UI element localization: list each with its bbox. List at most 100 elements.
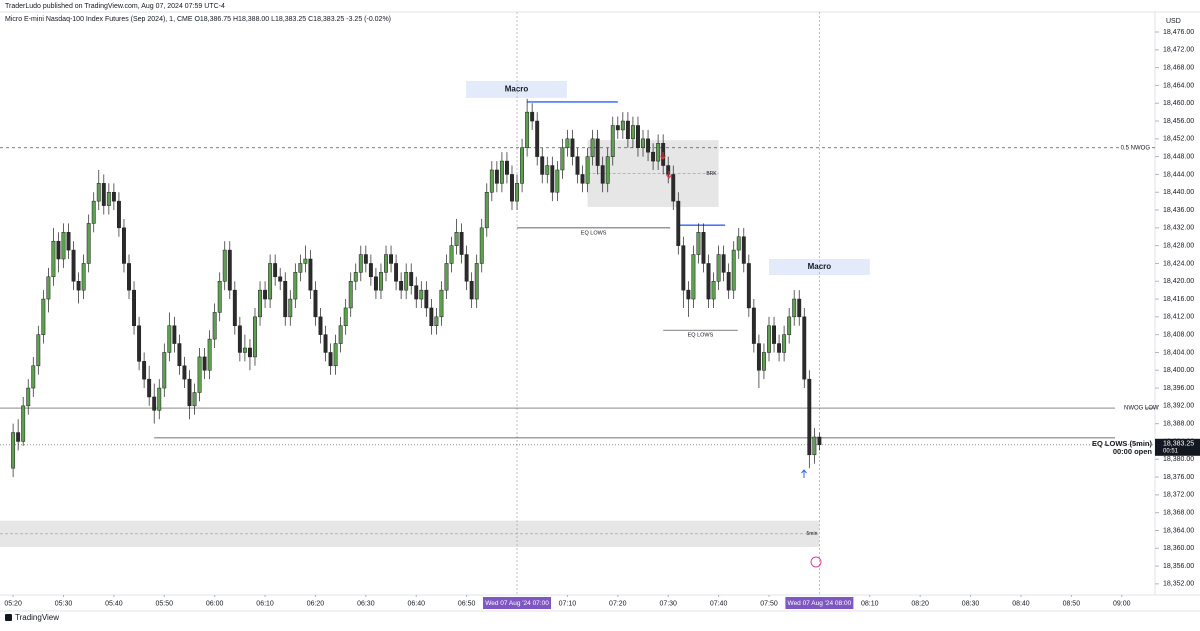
candle-body bbox=[26, 387, 31, 407]
candle-body bbox=[726, 272, 731, 291]
candle-body bbox=[368, 263, 373, 278]
publisher: TraderLudo published on TradingView.com,… bbox=[5, 3, 225, 10]
y-tick-label: 18,440.00 bbox=[1163, 189, 1194, 196]
y-tick-label: 18,416.00 bbox=[1163, 296, 1194, 303]
x-tick-label: 07:20 bbox=[609, 600, 627, 607]
candle-body bbox=[741, 236, 746, 264]
candle-body bbox=[353, 272, 358, 282]
macro-box bbox=[466, 80, 567, 98]
candle-body bbox=[394, 263, 399, 282]
candle-body bbox=[701, 232, 706, 264]
candle-body bbox=[651, 151, 656, 162]
candle-body bbox=[777, 343, 782, 353]
candle-body bbox=[792, 298, 797, 318]
candle-body bbox=[308, 258, 313, 291]
candle-body bbox=[686, 289, 691, 300]
y-tick-label: 18,368.00 bbox=[1163, 510, 1194, 517]
candle-body bbox=[751, 307, 756, 344]
candle-body bbox=[681, 245, 686, 291]
candle-body bbox=[172, 325, 177, 344]
candle-body bbox=[641, 138, 645, 148]
candle-body bbox=[106, 191, 111, 206]
candle-body bbox=[182, 365, 187, 380]
y-tick-label: 18,452.00 bbox=[1163, 136, 1194, 143]
candle-body bbox=[721, 254, 726, 273]
candle-body bbox=[530, 111, 535, 122]
candle-body bbox=[21, 405, 26, 442]
candle-body bbox=[384, 254, 388, 273]
y-tick-label: 18,476.00 bbox=[1163, 29, 1194, 36]
candle-body bbox=[499, 160, 504, 184]
candle-body bbox=[595, 138, 600, 166]
candle-body bbox=[434, 316, 439, 327]
candle-body bbox=[706, 263, 711, 300]
macro-label: Macro bbox=[505, 85, 529, 94]
candle-body bbox=[565, 138, 570, 148]
candle-body bbox=[454, 232, 459, 246]
candle-body bbox=[232, 289, 237, 327]
candle-body bbox=[222, 249, 227, 282]
candle-body bbox=[716, 254, 721, 282]
candle-body bbox=[736, 236, 741, 251]
level-label: NWOG LOW bbox=[1124, 406, 1159, 412]
candle-body bbox=[142, 361, 147, 380]
candle-body bbox=[615, 125, 620, 131]
candle-body bbox=[439, 289, 444, 318]
plot: 18,352.00 18,356.00 18,360.00 18,364.00 18,3… bbox=[0, 12, 1194, 609]
candle-body bbox=[16, 432, 21, 442]
x-tick-label: 05:50 bbox=[156, 600, 174, 607]
candle-body bbox=[76, 280, 81, 291]
y-tick-label: 18,372.00 bbox=[1163, 492, 1194, 499]
y-tick-label: 18,412.00 bbox=[1163, 314, 1194, 321]
logo bbox=[5, 614, 12, 621]
candle-body bbox=[258, 289, 262, 318]
candle-body bbox=[217, 280, 222, 313]
candle-body bbox=[177, 343, 182, 367]
candle-body bbox=[358, 254, 363, 273]
candle-body bbox=[293, 272, 298, 300]
last-price-label: 18,383.25 bbox=[1163, 441, 1194, 448]
candle-body bbox=[318, 316, 323, 335]
candle-body bbox=[676, 200, 681, 246]
candle-body bbox=[479, 227, 484, 264]
candle-body bbox=[691, 254, 696, 300]
eq-lows-label: EQ LOWS bbox=[688, 333, 714, 339]
candle-body bbox=[414, 285, 419, 300]
candle-body bbox=[66, 232, 71, 251]
x-tick-label: Wed 07 Aug '24 07:00 bbox=[485, 600, 549, 607]
candle-body bbox=[91, 200, 96, 224]
candle-body bbox=[762, 352, 766, 371]
candle-body bbox=[409, 272, 414, 286]
candle-body bbox=[303, 258, 308, 264]
candle-body bbox=[636, 125, 640, 148]
candle-body bbox=[283, 280, 288, 318]
y-tick-label: 18,388.00 bbox=[1163, 421, 1194, 428]
signal-arrows bbox=[660, 152, 822, 568]
candle-body bbox=[630, 125, 635, 140]
candle-body bbox=[187, 378, 192, 407]
y-tick-label: 18,428.00 bbox=[1163, 242, 1194, 249]
y-tick-label: 18,432.00 bbox=[1163, 225, 1194, 232]
brand: TradingView bbox=[15, 613, 59, 622]
candle-body bbox=[444, 263, 449, 291]
x-tick-label: 06:30 bbox=[357, 600, 375, 607]
x-tick-label: 07:40 bbox=[710, 600, 728, 607]
candle-body bbox=[328, 352, 333, 367]
candle-body bbox=[56, 240, 61, 260]
candle-body bbox=[157, 387, 162, 411]
y-tick-label: 18,364.00 bbox=[1163, 527, 1194, 534]
candle-body bbox=[333, 343, 338, 367]
y-tick-label: 18,436.00 bbox=[1163, 207, 1194, 214]
candle-body bbox=[162, 352, 167, 389]
y-tick-label: 18,460.00 bbox=[1163, 100, 1194, 107]
candle-body bbox=[41, 298, 46, 335]
x-tick-label: 05:20 bbox=[4, 600, 22, 607]
x-tick-label: 05:40 bbox=[105, 600, 123, 607]
candle-body bbox=[525, 111, 530, 148]
y-tick-label: 18,356.00 bbox=[1163, 563, 1194, 570]
x-tick-highlight bbox=[785, 597, 854, 609]
candle-body bbox=[132, 289, 136, 327]
candle-body bbox=[81, 263, 86, 291]
y-tick-label: 18,472.00 bbox=[1163, 47, 1194, 54]
candle-body bbox=[96, 183, 101, 202]
